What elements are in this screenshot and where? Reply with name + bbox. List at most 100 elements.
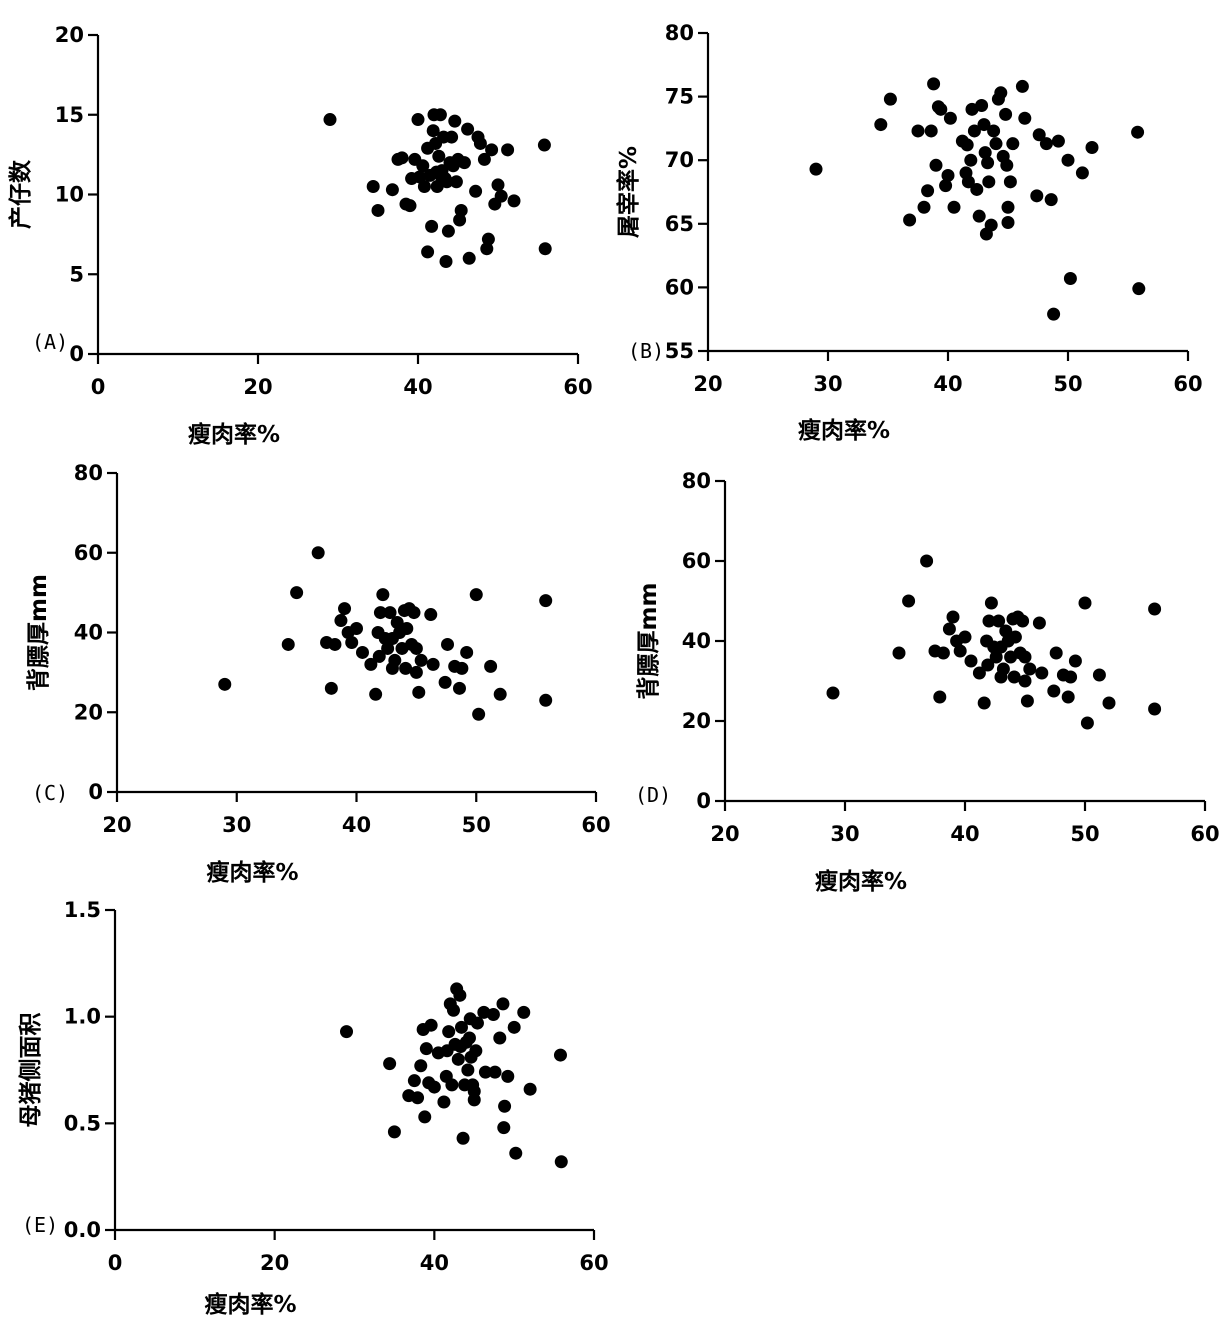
scatter-point: [874, 118, 888, 132]
scatter-point: [462, 251, 476, 265]
scatter-point: [972, 209, 986, 223]
scatter-point: [501, 1069, 515, 1083]
scatter-point: [355, 645, 369, 659]
scatter-point: [453, 988, 467, 1002]
scatter-point: [1085, 140, 1099, 154]
x-tick-label: 20: [693, 372, 722, 396]
scatter-point: [994, 640, 1008, 654]
scatter-point: [943, 111, 957, 125]
scatter-point: [469, 184, 483, 198]
scatter-point: [442, 1025, 456, 1039]
y-tick-label: 20: [74, 700, 103, 724]
scatter-point: [454, 1040, 468, 1054]
y-tick-label: 70: [665, 148, 694, 172]
scatter-point: [1148, 702, 1162, 716]
scatter-point: [1148, 602, 1162, 616]
x-tick-label: 0: [108, 1251, 123, 1275]
y-tick-label: 40: [682, 629, 711, 653]
panel-label: (C): [32, 781, 68, 805]
y-axis-title: 屠宰率%: [615, 146, 642, 238]
scatter-panel-c: 0 20 40 60 80 20 30 40 50 60 瘦肉率% 背膘厚mm (C): [26, 461, 611, 886]
y-tick-label: 75: [665, 85, 694, 109]
scatter-panel-a: 0 5 10 15 20 0 20 40 60 瘦肉率% 产仔数 (A): [7, 23, 593, 448]
scatter-point: [927, 77, 941, 91]
scatter-point: [462, 1031, 476, 1045]
scatter-point: [445, 130, 459, 144]
scatter-point: [369, 687, 383, 701]
scatter-point: [1020, 694, 1034, 708]
x-tick-label: 40: [420, 1251, 449, 1275]
panel-label: (B): [628, 339, 664, 363]
scatter-point: [809, 162, 823, 176]
scatter-point: [290, 586, 304, 600]
scatter-point: [1075, 166, 1089, 180]
scatter-point: [218, 677, 232, 691]
x-axis-title: 瘦肉率%: [798, 417, 890, 444]
y-tick-label: 0: [696, 789, 711, 813]
scatter-point: [451, 1052, 465, 1066]
x-tick-label: 60: [1190, 822, 1219, 846]
scatter-point: [496, 997, 510, 1011]
scatter-point: [1018, 674, 1032, 688]
scatter-point: [390, 616, 404, 630]
scatter-point: [523, 1082, 537, 1096]
scatter-point: [446, 1003, 460, 1017]
x-axis-title: 瘦肉率%: [815, 868, 907, 895]
scatter-point: [554, 1155, 568, 1169]
scatter-point: [497, 1121, 511, 1135]
scatter-point: [435, 172, 449, 186]
scatter-point: [472, 707, 486, 721]
scatter-point: [1016, 614, 1030, 628]
scatter-point: [972, 666, 986, 680]
scatter-point: [449, 175, 463, 189]
scatter-point: [421, 245, 435, 259]
scatter-point: [469, 588, 483, 602]
scatter-point: [485, 143, 499, 157]
scatter-point: [1018, 111, 1032, 125]
y-tick-label: 80: [682, 469, 711, 493]
scatter-point: [328, 637, 342, 651]
scatter-point: [324, 681, 338, 695]
scatter-point: [281, 637, 295, 651]
scatter-point: [921, 184, 935, 198]
scatter-point: [452, 681, 466, 695]
scatter-point: [958, 630, 972, 644]
y-axis-title: 产仔数: [7, 159, 34, 229]
x-tick-label: 60: [1173, 372, 1202, 396]
y-tick-label: 60: [682, 549, 711, 573]
scatter-point: [493, 1031, 507, 1045]
x-tick-label: 30: [813, 372, 842, 396]
scatter-point: [1015, 79, 1029, 93]
scatter-point: [507, 194, 521, 208]
scatter-point: [498, 1099, 512, 1113]
scatter-point: [1030, 189, 1044, 203]
y-tick-label: 60: [665, 275, 694, 299]
scatter-point: [460, 645, 474, 659]
y-axis-title: 背膘厚mm: [636, 583, 662, 700]
scatter-panel-e: 0.0 0.5 1.0 1.5 0 20 40 60 瘦肉率% 母猪侧面积 (E): [17, 898, 609, 1318]
x-tick-label: 20: [260, 1251, 289, 1275]
x-tick-label: 40: [403, 375, 432, 399]
scatter-point: [978, 146, 992, 160]
scatter-point: [454, 203, 468, 217]
scatter-point: [981, 658, 995, 672]
scatter-point: [407, 606, 421, 620]
scatter-point: [826, 686, 840, 700]
scatter-point: [961, 175, 975, 189]
scatter-point: [457, 156, 471, 170]
scatter-point: [1051, 134, 1065, 148]
scatter-point: [989, 650, 1003, 664]
scatter-point: [486, 1008, 500, 1022]
scatter-point: [1039, 137, 1053, 151]
scatter-point: [372, 649, 386, 663]
scatter-point: [507, 1020, 521, 1034]
scatter-point: [1008, 630, 1022, 644]
scatter-point: [387, 1125, 401, 1139]
scatter-point: [311, 546, 325, 560]
scatter-point: [388, 653, 402, 667]
y-tick-label: 20: [682, 709, 711, 733]
scatter-point: [929, 158, 943, 172]
scatter-point: [933, 690, 947, 704]
scatter-point: [917, 200, 931, 214]
scatter-point: [463, 1012, 477, 1026]
